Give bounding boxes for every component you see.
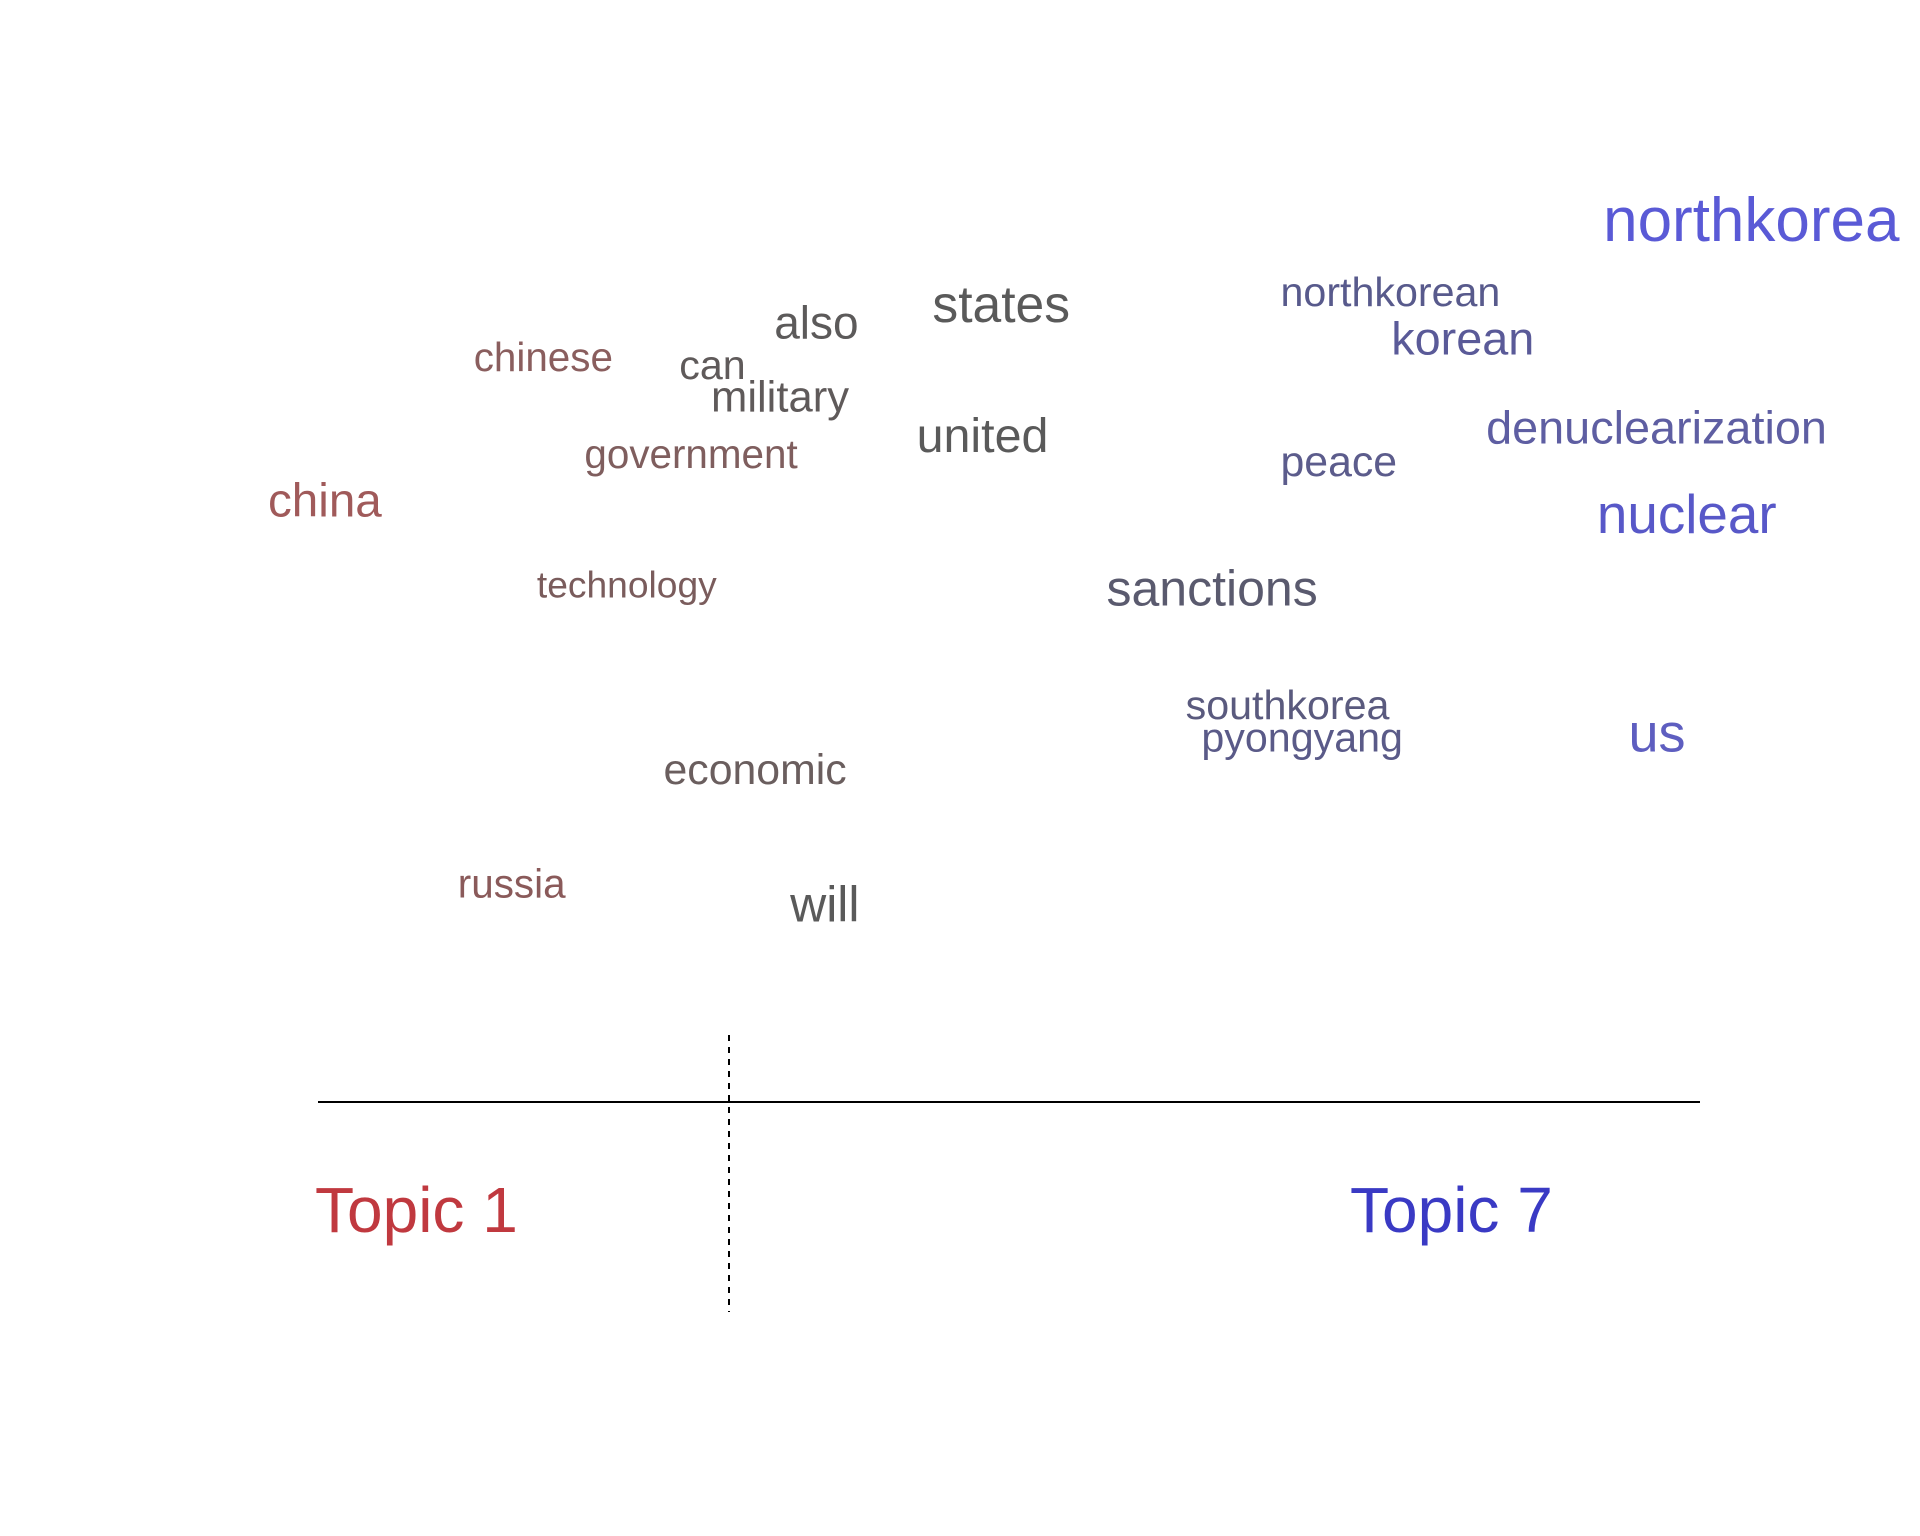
word-southkorea: southkorea xyxy=(1186,682,1390,728)
word-denuclearization: denuclearization xyxy=(1486,402,1827,454)
word-can: can xyxy=(679,342,745,388)
word-technology: technology xyxy=(537,564,717,606)
word-chinese: chinese xyxy=(474,334,613,380)
word-economic: economic xyxy=(664,746,847,794)
word-government: government xyxy=(584,431,797,477)
word-china: china xyxy=(268,475,382,528)
word-states: states xyxy=(932,275,1070,333)
word-pyongyang: pyongyang xyxy=(1201,715,1403,761)
topic-left-label: Topic 1 xyxy=(315,1174,518,1246)
word-northkorean: northkorean xyxy=(1281,269,1501,315)
word-will: will xyxy=(789,877,859,933)
word-military: military xyxy=(711,373,849,421)
word-us: us xyxy=(1629,704,1686,764)
word-also: also xyxy=(774,296,858,348)
word-nuclear: nuclear xyxy=(1597,483,1777,545)
word-northkorea: northkorea xyxy=(1603,186,1900,255)
topic-right-label: Topic 7 xyxy=(1350,1174,1553,1246)
word-korean: korean xyxy=(1391,313,1534,365)
word-sanctions: sanctions xyxy=(1107,561,1318,617)
word-united: united xyxy=(917,409,1049,463)
words-layer: northkorea northkorean states also korean chi… xyxy=(268,186,1900,932)
word-russia: russia xyxy=(458,860,566,906)
word-peace: peace xyxy=(1281,438,1398,486)
